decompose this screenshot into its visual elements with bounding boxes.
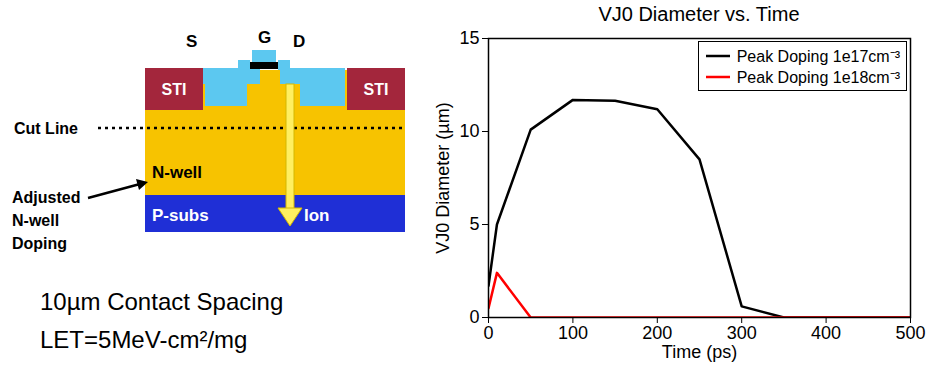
svg-text:STI: STI (162, 81, 187, 98)
svg-text:Adjusted: Adjusted (12, 189, 80, 206)
svg-text:P-subs: P-subs (152, 206, 209, 225)
svg-text:N-well: N-well (152, 163, 202, 182)
svg-text:S: S (186, 32, 197, 51)
svg-text:VJ0 Diameter (µm): VJ0 Diameter (µm) (433, 102, 453, 253)
svg-text:500: 500 (895, 323, 925, 343)
svg-text:400: 400 (811, 323, 841, 343)
svg-text:Ion: Ion (304, 206, 330, 225)
svg-text:Time (ps): Time (ps) (662, 342, 737, 362)
svg-text:LET=5MeV-cm²/mg: LET=5MeV-cm²/mg (40, 326, 247, 353)
svg-text:0: 0 (483, 323, 493, 343)
svg-text:100: 100 (558, 323, 588, 343)
svg-text:G: G (258, 28, 271, 47)
svg-text:5: 5 (469, 214, 479, 234)
svg-text:15: 15 (459, 28, 479, 48)
svg-text:STI: STI (364, 81, 389, 98)
svg-text:10: 10 (459, 121, 479, 141)
svg-text:0: 0 (469, 307, 479, 327)
svg-text:N-well: N-well (12, 212, 59, 229)
svg-text:10µm Contact Spacing: 10µm Contact Spacing (40, 288, 283, 315)
svg-text:Doping: Doping (12, 235, 67, 252)
svg-text:200: 200 (642, 323, 672, 343)
svg-text:Cut Line: Cut Line (14, 120, 78, 137)
svg-text:D: D (293, 32, 305, 51)
svg-text:300: 300 (727, 323, 757, 343)
html-text:VJ0 Diameter vs. Time: VJ0 Diameter vs. Time (598, 3, 800, 25)
html-text:Peak Doping 1e17cm⁻³: Peak Doping 1e17cm⁻³ (736, 47, 900, 65)
html-text:Peak Doping 1e18cm⁻³: Peak Doping 1e18cm⁻³ (736, 68, 900, 86)
